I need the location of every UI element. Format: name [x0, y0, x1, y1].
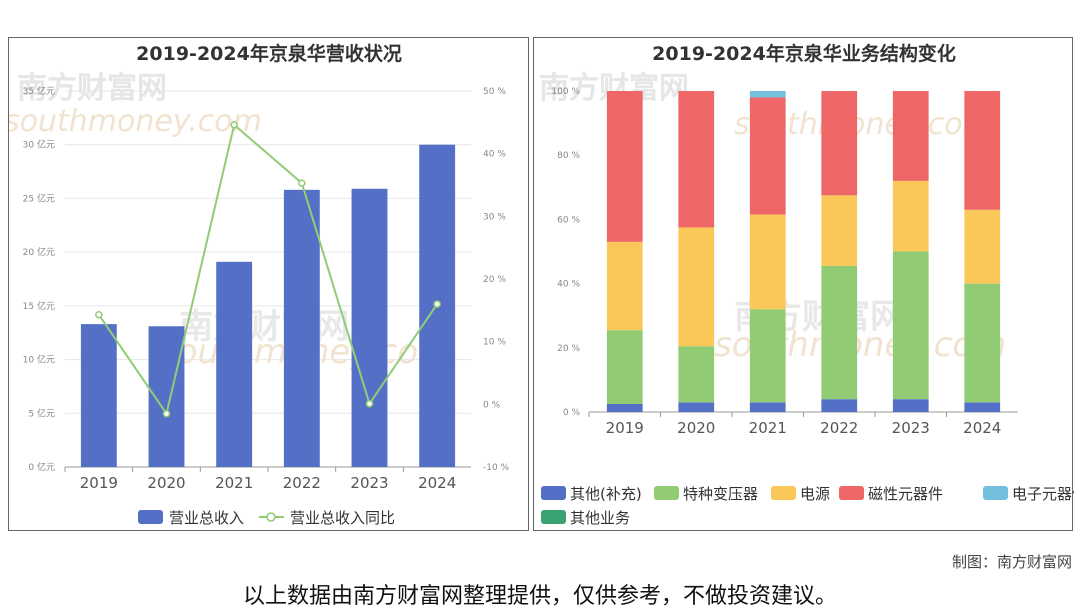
- stacked-segment: [749, 97, 786, 215]
- yoy-line: [98, 123, 438, 417]
- y-tick-label-right: -10 %: [483, 463, 510, 473]
- revenue-bar: [216, 261, 253, 467]
- stacked-segment: [678, 402, 715, 412]
- legend-swatch: [654, 486, 679, 500]
- stacked-segment: [678, 227, 715, 347]
- stacked-segment: [678, 91, 715, 228]
- x-tick-label: 2023: [350, 474, 388, 492]
- stacked-segment: [606, 330, 643, 404]
- legend-swatch-yoy-dot: [266, 512, 276, 522]
- x-tick-label: 2019: [80, 474, 118, 492]
- x-tick-label: 2023: [892, 419, 930, 437]
- x-tick-label: 2024: [418, 474, 456, 492]
- x-tick-label: 2019: [606, 419, 644, 437]
- y-tick-label-left: 15 亿元: [23, 300, 55, 312]
- legend-label: 电子元器件: [1012, 485, 1074, 503]
- stacked-segment: [749, 309, 786, 403]
- legend-label-revenue: 营业总收入: [169, 509, 244, 527]
- x-tick-label: 2022: [820, 419, 858, 437]
- y-tick-label-left: 0 亿元: [28, 461, 55, 473]
- watermark-text: 南方财富网: [179, 307, 349, 347]
- stacked-segment: [821, 195, 858, 266]
- y-tick-label: 100 %: [551, 87, 580, 97]
- y-tick-label: 40 %: [557, 280, 580, 290]
- revenue-chart-panel: 南方财富网southmoney.com南方财富网southmoney.com20…: [8, 37, 529, 531]
- y-tick-label-right: 30 %: [483, 212, 506, 222]
- legend-swatch: [771, 486, 796, 500]
- y-tick-label-right: 20 %: [483, 275, 506, 285]
- revenue-bar: [351, 188, 388, 467]
- watermark-text: southmoney.com: [9, 104, 262, 139]
- stacked-segment: [821, 91, 858, 196]
- y-tick-label-left: 10 亿元: [23, 354, 55, 366]
- x-tick-label: 2022: [283, 474, 321, 492]
- y-tick-label-left: 35 亿元: [23, 85, 55, 97]
- stacked-segment: [821, 265, 858, 400]
- stacked-segment: [964, 91, 1001, 210]
- legend-swatch: [541, 510, 566, 524]
- y-tick-label-right: 0 %: [483, 400, 501, 410]
- stacked-segment: [749, 402, 786, 412]
- legend-swatch: [541, 486, 566, 500]
- y-tick-label-left: 30 亿元: [23, 139, 55, 151]
- legend-label: 其他(补充): [570, 485, 642, 503]
- y-tick-label: 60 %: [557, 215, 580, 225]
- yoy-point: [365, 399, 374, 408]
- chart-credit: 制图：南方财富网: [951, 553, 1072, 571]
- disclaimer-text: 以上数据由南方财富网整理提供，仅供参考，不做投资建议。: [242, 584, 837, 609]
- yoy-point: [230, 121, 238, 129]
- structure-chart: 南方财富网southmoney.com南方财富网southmoney.com20…: [539, 42, 1074, 527]
- x-tick-label: 2021: [215, 474, 253, 492]
- revenue-bar: [283, 189, 320, 467]
- legend-swatch: [839, 486, 864, 500]
- stacked-segment: [892, 399, 929, 412]
- stacked-segment: [749, 214, 786, 310]
- y-tick-label-right: 50 %: [483, 87, 506, 97]
- yoy-point: [162, 409, 171, 418]
- stacked-segment: [892, 91, 929, 181]
- y-tick-label-right: 10 %: [483, 338, 506, 348]
- x-tick-label: 2020: [147, 474, 185, 492]
- legend-label: 磁性元器件: [868, 485, 943, 503]
- legend-label-yoy: 营业总收入同比: [290, 509, 395, 527]
- stacked-segment: [606, 403, 643, 412]
- y-tick-label: 80 %: [557, 151, 580, 161]
- structure-chart-panel: 南方财富网 southmoney.com 南方财富网 southmoney.com 20…: [533, 37, 1074, 531]
- legend-label: 电源: [800, 485, 830, 503]
- y-tick-label: 20 %: [557, 344, 580, 354]
- yoy-point: [433, 300, 441, 308]
- stacked-segment: [606, 241, 643, 331]
- y-tick-label: 0 %: [563, 408, 581, 418]
- revenue-chart: 南方财富网southmoney.com南方财富网southmoney.com20…: [9, 42, 510, 527]
- x-tick-label: 2021: [749, 419, 787, 437]
- stacked-segment: [964, 283, 1001, 403]
- stacked-segment: [606, 91, 643, 242]
- legend-swatch: [983, 486, 1008, 500]
- yoy-point: [95, 310, 103, 319]
- revenue-bar: [80, 324, 117, 467]
- legend-label: 其他业务: [570, 509, 630, 527]
- stacked-segment: [892, 180, 929, 252]
- stacked-segment: [678, 346, 715, 403]
- legend-label: 特种变压器: [683, 485, 758, 503]
- y-tick-label-left: 5 亿元: [28, 407, 55, 419]
- watermark-text: 南方财富网: [17, 71, 167, 106]
- chart-title: 2019-2024年京泉华业务结构变化: [652, 42, 956, 65]
- chart-title: 2019-2024年京泉华营收状况: [136, 42, 402, 65]
- stacked-segment: [964, 402, 1001, 412]
- x-tick-label: 2020: [677, 419, 715, 437]
- stacked-segment: [892, 251, 929, 400]
- y-tick-label-left: 20 亿元: [23, 246, 55, 258]
- stacked-segment: [964, 209, 1001, 284]
- y-tick-label-right: 40 %: [483, 150, 506, 160]
- stacked-segment: [821, 399, 858, 412]
- y-tick-label-left: 25 亿元: [23, 192, 55, 204]
- yoy-point: [298, 179, 306, 187]
- legend-swatch-revenue: [138, 510, 163, 524]
- x-tick-label: 2024: [963, 419, 1001, 437]
- stacked-segment: [749, 91, 786, 98]
